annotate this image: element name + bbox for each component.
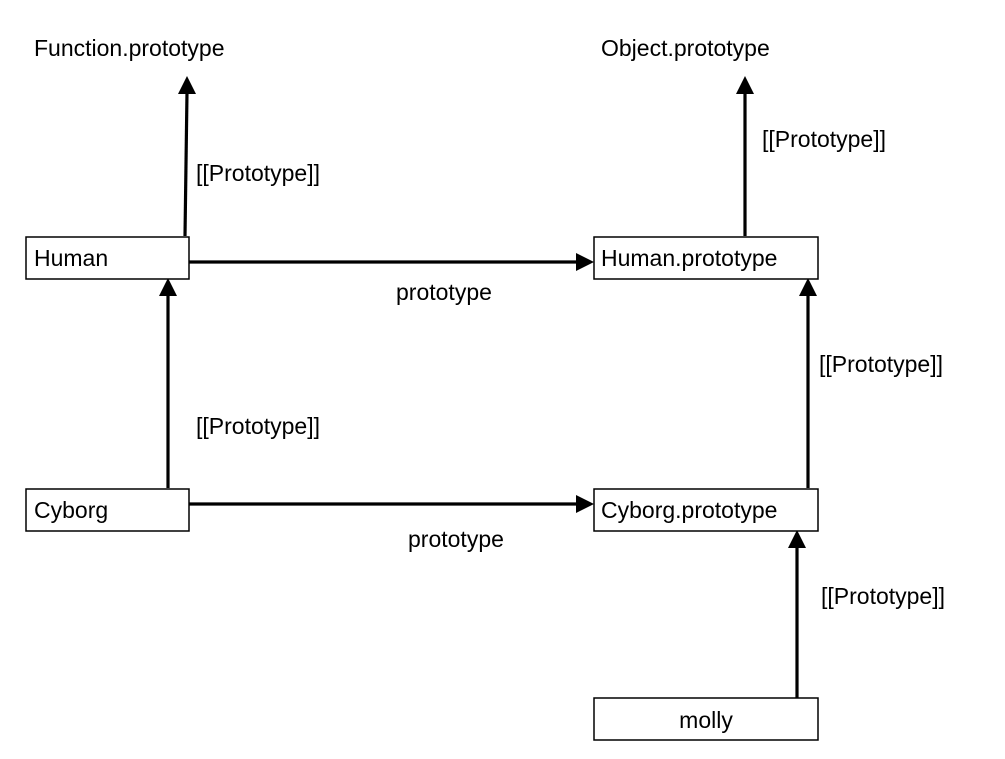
node-molly: molly	[593, 697, 819, 741]
node-box	[593, 236, 819, 280]
node-human-label: Human	[34, 245, 108, 271]
arrow-head-icon	[788, 530, 806, 548]
node-human: Human	[25, 236, 190, 280]
arrow-head-icon	[159, 278, 177, 296]
node-human-prototype: Human.prototype	[593, 236, 819, 280]
arrow-head-icon	[799, 278, 817, 296]
node-box	[593, 697, 819, 741]
node-cyborg-label: Cyborg	[34, 497, 108, 523]
node-cyborg: Cyborg	[25, 488, 190, 532]
arrow-head-icon	[576, 253, 594, 271]
node-box	[25, 488, 190, 532]
edge-label-cyborg-to-cyborg-prototype: prototype	[408, 526, 504, 552]
node-cyborg-prototype: Cyborg.prototype	[593, 488, 819, 532]
node-box	[593, 488, 819, 532]
edge-label-cyborg-to-human: [[Prototype]]	[196, 413, 320, 439]
node-cyborg-prototype-label: Cyborg.prototype	[601, 497, 777, 523]
edge-cyborg-to-human	[159, 278, 177, 488]
edge-label-human-to-function-prototype: [[Prototype]]	[196, 160, 320, 186]
function-prototype-label: Function.prototype	[34, 35, 225, 61]
edge-label-human-to-human-prototype: prototype	[396, 279, 492, 305]
edge-label-molly-to-cyborg-prototype: [[Prototype]]	[821, 583, 945, 609]
edge-molly-to-cyborg-prototype	[788, 530, 806, 698]
edge-label-cyborg-prototype-to-human-prototype: [[Prototype]]	[819, 351, 943, 377]
arrow-head-icon	[178, 76, 196, 94]
arrow-head-icon	[576, 495, 594, 513]
node-box	[25, 236, 190, 280]
edge-human-to-human-prototype	[188, 253, 594, 271]
edge-human-prototype-to-object-prototype	[736, 76, 754, 236]
object-prototype-label: Object.prototype	[601, 35, 770, 61]
node-human-prototype-label: Human.prototype	[601, 245, 777, 271]
edge-label-human-prototype-to-object-prototype: [[Prototype]]	[762, 126, 886, 152]
node-molly-label: molly	[679, 707, 733, 733]
edge-cyborg-to-cyborg-prototype	[189, 495, 594, 513]
edge-human-to-function-prototype	[178, 76, 196, 237]
arrow-head-icon	[736, 76, 754, 94]
edge-cyborg-prototype-to-human-prototype	[799, 278, 817, 488]
edge-line	[183, 91, 189, 237]
